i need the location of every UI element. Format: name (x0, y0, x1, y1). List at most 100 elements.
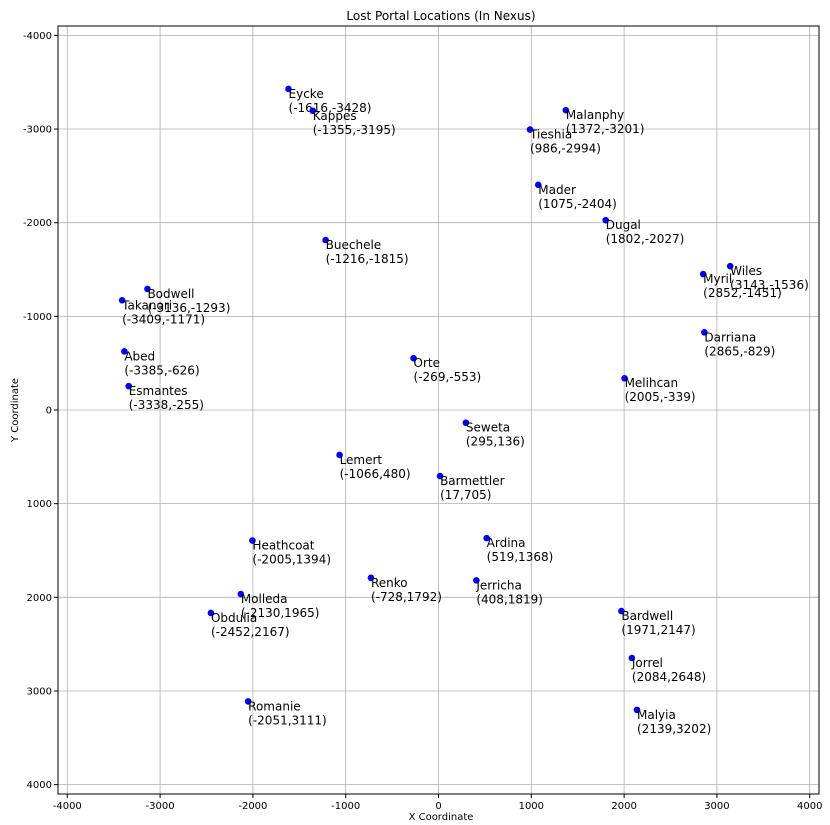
x-axis-label: X Coordinate (409, 812, 474, 823)
point-lemert: Lemert(-1066,480) (336, 451, 411, 481)
point-coord-label: (-1355,-3195) (313, 123, 396, 137)
point-name-label: Malanphy (566, 108, 624, 122)
point-name-label: Mader (538, 183, 576, 197)
point-marker (701, 329, 708, 336)
point-coord-label: (3143,-1536) (730, 278, 809, 292)
x-tick-label: -1000 (331, 801, 360, 812)
x-tick-label: 2000 (611, 801, 636, 812)
point-coord-label: (408,1819) (476, 592, 543, 606)
point-marker (322, 236, 329, 244)
point-name-label: Takanori (121, 298, 172, 312)
point-marker (562, 106, 570, 114)
x-tick-label: 0 (435, 801, 441, 812)
point-orte: Orte(-269,-553) (410, 354, 481, 384)
point-marker (526, 126, 534, 133)
point-coord-label: (-2005,1394) (252, 553, 331, 567)
point-marker (121, 348, 128, 355)
point-obdulia: Obdulia(-2452,2167) (207, 609, 290, 639)
point-malanphy: Malanphy(1372,-3201) (562, 106, 644, 136)
point-name-label: Bardwell (621, 609, 673, 623)
point-coord-label: (2005,-339) (625, 390, 696, 404)
point-coord-label: (2084,2648) (632, 670, 706, 684)
point-marker (473, 577, 480, 584)
point-name-label: Kappes (313, 109, 357, 123)
point-marker (367, 574, 375, 582)
point-name-label: Myril (703, 272, 732, 286)
point-coord-label: (1971,2147) (621, 623, 695, 637)
point-kappes: Kappes(-1355,-3195) (309, 107, 396, 137)
point-marker (336, 451, 343, 459)
point-bodwell: Bodwell(-3136,-1293) (144, 285, 230, 315)
y-tick-label: 3000 (27, 686, 52, 697)
point-coord-label: (-3385,-626) (124, 363, 199, 377)
point-coord-label: (-1616,-3428) (289, 101, 372, 115)
point-ardina: Ardina(519,1368) (483, 534, 554, 564)
point-marker (628, 654, 636, 662)
point-marker (462, 419, 470, 427)
y-tick-label: -1000 (23, 312, 52, 323)
point-name-label: Renko (371, 576, 408, 590)
x-tick-label: 4000 (797, 801, 822, 812)
point-coord-label: (-2051,3111) (248, 713, 327, 727)
point-melihcan: Melihcan(2005,-339) (621, 374, 696, 404)
point-name-label: Dugal (606, 218, 641, 232)
y-tick-label: 2000 (27, 593, 52, 604)
point-marker (249, 537, 256, 544)
point-name-label: Wiles (730, 264, 762, 278)
point-name-label: Abed (124, 349, 155, 363)
point-marker (618, 607, 625, 615)
point-name-label: Eycke (289, 87, 324, 101)
point-coord-label: (295,136) (466, 435, 525, 449)
point-coord-label: (519,1368) (487, 550, 554, 564)
point-name-label: Molleda (241, 592, 288, 606)
point-name-label: Jerricha (475, 578, 521, 592)
point-bardwell: Bardwell(1971,2147) (618, 607, 696, 637)
point-name-label: Romanie (248, 699, 301, 713)
point-wiles: Wiles(3143,-1536) (726, 262, 809, 292)
x-tick-label: -4000 (53, 801, 82, 812)
point-coord-label: (-1066,480) (340, 467, 411, 481)
x-tick-label: 1000 (519, 801, 544, 812)
point-esmantes: Esmantes(-3338,-255) (125, 382, 204, 412)
point-coord-label: (-728,1792) (371, 590, 442, 604)
point-name-label: Bodwell (147, 287, 194, 301)
chart-title: Lost Portal Locations (In Nexus) (346, 9, 535, 23)
point-jorrel: Jorrel(2084,2648) (628, 654, 706, 684)
y-tick-label: -3000 (23, 125, 52, 136)
point-marker (309, 107, 317, 115)
point-name-label: Obdulia (211, 611, 257, 625)
point-name-label: Buechele (326, 238, 382, 252)
point-name-label: Esmantes (129, 384, 188, 398)
point-eycke: Eycke(-1616,-3428) (285, 85, 372, 115)
point-marker (436, 472, 444, 480)
y-tick-label: -2000 (23, 218, 52, 229)
y-tick-label: -4000 (23, 31, 52, 42)
point-marker (534, 181, 542, 189)
data-points: Eycke(-1616,-3428)Kappes(-1355,-3195) Mal… (118, 85, 809, 736)
point-molleda: Molleda(-2130,1965) (237, 590, 319, 620)
point-jerricha: Jerricha(408,1819) (473, 577, 543, 606)
point-marker (633, 706, 641, 714)
point-marker (125, 382, 133, 390)
point-myril: Myril(2852,-1451) (699, 270, 782, 300)
point-coord-label: (986,-2994) (530, 142, 601, 156)
point-name-label: Lemert (340, 453, 383, 467)
point-mader: Mader(1075,-2404) (534, 181, 617, 211)
point-name-label: Darriana (704, 330, 756, 344)
point-marker (144, 285, 151, 293)
point-name-label: Barmettler (440, 474, 505, 488)
point-name-label: Ardina (487, 536, 526, 550)
point-coord-label: (2139,3202) (637, 722, 711, 736)
point-marker (285, 85, 292, 93)
point-marker (237, 590, 245, 598)
y-tick-label: 4000 (27, 780, 52, 791)
point-barmettler: Barmettler(17,705) (436, 472, 505, 502)
point-abed: Abed(-3385,-626) (121, 348, 200, 377)
x-tick-label: -2000 (238, 801, 267, 812)
point-marker (207, 609, 215, 617)
point-malyia: Malyia(2139,3202) (633, 706, 711, 736)
point-coord-label: (-1216,-1815) (326, 252, 409, 266)
point-name-label: Seweta (466, 421, 510, 435)
point-coord-label: (2852,-1451) (703, 286, 782, 300)
